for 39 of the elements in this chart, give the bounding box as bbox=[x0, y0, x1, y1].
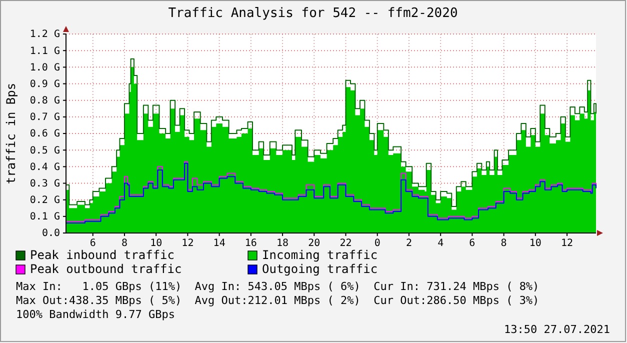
x-tick-label: 10 bbox=[150, 238, 162, 250]
y-tick-label: 1.2 G bbox=[30, 29, 60, 40]
legend-label: Peak inbound traffic bbox=[30, 248, 174, 262]
x-tick-label: 22 bbox=[340, 238, 352, 250]
x-tick-label: 6 bbox=[90, 238, 96, 250]
y-tick-label: 0.8 G bbox=[30, 96, 60, 107]
x-tick-label: 6 bbox=[469, 238, 476, 250]
text: Max Out:438.35 MBps ( 5%) Avg Out:212.01 MBps ( 2%) Cur Out:286.50 MBps ( 3%) bbox=[16, 294, 540, 307]
x-tick-label: 0 bbox=[374, 238, 380, 250]
legend-label: Outgoing traffic bbox=[262, 262, 378, 276]
x-tick-label: 12 bbox=[182, 238, 194, 250]
x-tick-label: 20 bbox=[308, 238, 320, 250]
x-tick-label: 14 bbox=[213, 238, 226, 250]
x-tick-label: 10 bbox=[529, 238, 542, 250]
y-tick-label: 0.0 bbox=[42, 228, 60, 240]
y-tick-label: 0.1 G bbox=[30, 212, 60, 223]
y-tick-label: 0.7 G bbox=[30, 112, 60, 124]
x-tick-label: 8 bbox=[121, 238, 128, 250]
x-tick-label: 4 bbox=[438, 238, 444, 250]
y-tick-label: 0.4 G bbox=[30, 162, 60, 173]
y-tick-label: 0.2 G bbox=[30, 195, 60, 206]
x-tick-label: 8 bbox=[500, 238, 507, 250]
x-tick-label: 12 bbox=[561, 238, 574, 250]
chart-title: Traffic Analysis for 542 -- ffm2-2020 bbox=[168, 6, 458, 21]
y-tick-label: 0.5 G bbox=[30, 145, 60, 156]
legend-label: Peak outbound traffic bbox=[30, 262, 182, 276]
y-tick-label: 0.6 G bbox=[30, 128, 60, 140]
x-tick-label: 16 bbox=[244, 238, 257, 250]
text: 13:50 27.07.2021 bbox=[504, 323, 610, 336]
y-tick-label: 0.3 G bbox=[30, 178, 60, 190]
text: 100% Bandwidth 9.77 GBps bbox=[16, 308, 175, 321]
y-tick-label: 1.1 G bbox=[30, 46, 60, 57]
x-tick-label: 18 bbox=[276, 238, 289, 250]
text: Max In: 1.05 GBps (11%) Avg In: 543.05 MBps ( 6%) Cur In: 731.24 MBps ( 8%) bbox=[16, 280, 540, 293]
x-tick-label: 2 bbox=[406, 238, 412, 250]
legend-label: Incoming traffic bbox=[262, 248, 378, 262]
y-tick-label: 1.0 G bbox=[30, 62, 60, 74]
y-axis-title: traffic in Bps bbox=[4, 82, 18, 184]
y-tick-label: 0.9 G bbox=[30, 78, 60, 90]
